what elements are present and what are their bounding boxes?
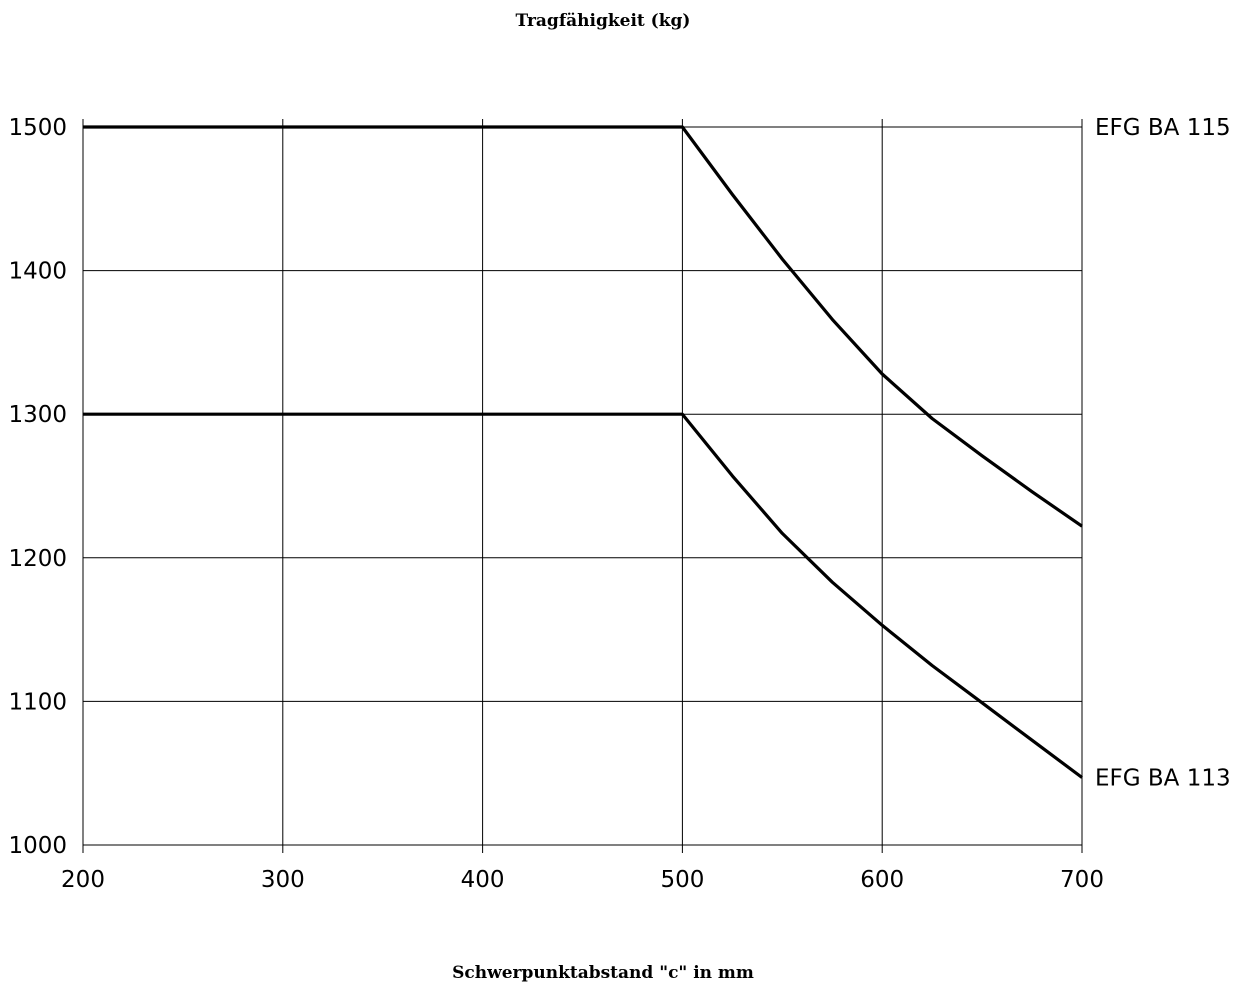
grid [82,119,1083,853]
series-label-2: EFG BA 113 [1095,766,1231,792]
y-tick-label: 1400 [8,259,67,285]
series-line-1 [83,125,1083,528]
x-tick-label: 200 [61,867,105,893]
series-label-1: EFG BA 115 [1095,115,1231,141]
x-tick-label: 400 [461,867,505,893]
y-tick-label: 1300 [8,402,67,428]
x-tick-label: 600 [860,867,904,893]
x-tick-label: 300 [261,867,305,893]
series-line-2 [83,412,1083,779]
x-tick-labels: 200 300 400 500 600 700 [61,867,1104,893]
x-tick-label: 700 [1060,867,1104,893]
y-tick-labels: 1000 1100 1200 1300 1400 1500 [8,115,67,859]
series-labels: EFG BA 115 EFG BA 113 [1095,115,1231,792]
x-tick-label: 500 [660,867,704,893]
chart-title: Tragfähigkeit (kg) [516,11,691,31]
y-tick-label: 1100 [8,689,67,715]
series-lines [83,125,1083,779]
x-axis-label: Schwerpunktabstand "c" in mm [452,963,754,983]
y-tick-label: 1500 [8,115,67,141]
y-tick-label: 1000 [8,833,67,859]
y-tick-label: 1200 [8,546,67,572]
